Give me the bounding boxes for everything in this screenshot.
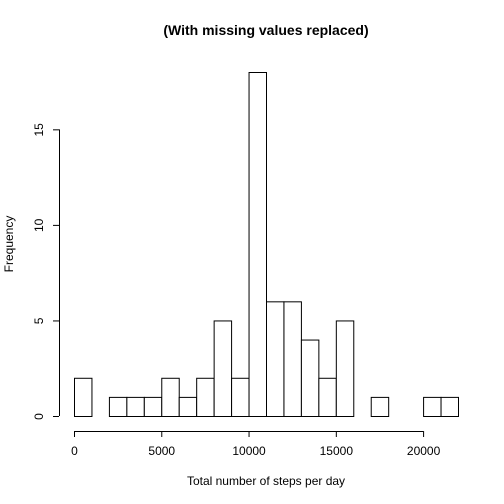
histogram-bar: [213, 320, 233, 418]
histogram-bar: [231, 377, 250, 417]
histogram-bar: [161, 377, 180, 417]
chart-title: (With missing values replaced): [163, 22, 368, 38]
x-tick-label: 15000: [320, 444, 354, 458]
y-axis: 0 5 10 15: [32, 123, 60, 420]
histogram-bar: [196, 377, 215, 417]
histogram-bar: [143, 396, 163, 417]
x-tick-label: 5000: [148, 444, 175, 458]
histogram-bar: [423, 396, 442, 417]
bars-group: [74, 72, 459, 418]
histogram-bar: [74, 377, 93, 417]
x-tick-label: 20000: [407, 444, 441, 458]
histogram-bar: [266, 301, 285, 418]
histogram-bar: [178, 396, 198, 417]
y-tick-label: 15: [32, 123, 46, 137]
histogram-bar: [335, 320, 355, 418]
x-axis-label: Total number of steps per day: [187, 474, 345, 488]
histogram-bar: [300, 339, 320, 417]
histogram-bar: [318, 377, 337, 417]
histogram-bar: [108, 396, 128, 417]
histogram-bar: [126, 396, 145, 417]
y-tick-label: 10: [32, 218, 46, 232]
y-axis-label: Frequency: [2, 216, 16, 273]
histogram-bar: [248, 72, 268, 417]
y-tick-label: 0: [32, 413, 46, 420]
histogram-bar: [283, 301, 302, 418]
x-tick-label: 10000: [232, 444, 266, 458]
histogram-bar: [440, 396, 459, 417]
histogram-bar: [370, 396, 390, 417]
x-tick-label: 0: [71, 444, 78, 458]
y-tick-label: 5: [32, 317, 46, 324]
x-axis: 0 5000 10000 15000 20000: [71, 431, 441, 458]
